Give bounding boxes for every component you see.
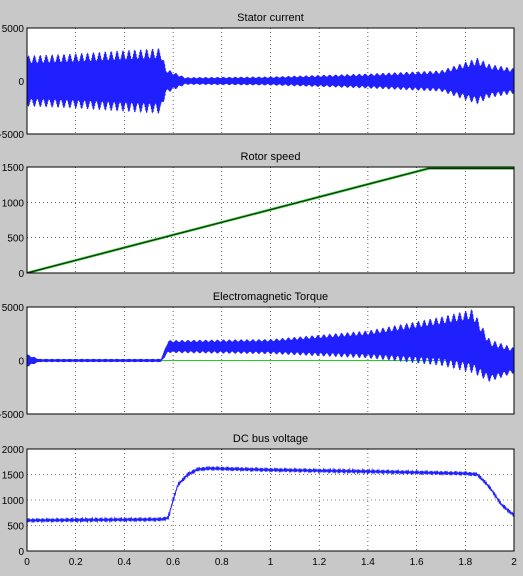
panel-title: Electromagnetic Torque bbox=[213, 291, 328, 303]
x-tick-label: 1.2 bbox=[312, 557, 326, 568]
x-tick-label: 1.4 bbox=[361, 557, 375, 568]
plot-area bbox=[26, 448, 515, 552]
plot-border bbox=[26, 306, 515, 415]
y-tick-label: 0 bbox=[18, 357, 24, 368]
y-tick-label: 500 bbox=[7, 522, 24, 533]
y-tick-label: 500 bbox=[7, 234, 24, 245]
series-line bbox=[27, 48, 514, 114]
y-tick-label: 5000 bbox=[2, 303, 25, 314]
series-line bbox=[27, 309, 514, 382]
y-tick-label: -5000 bbox=[0, 130, 24, 141]
scope-panel-2: Rotor speed 1500 1000 500 0 bbox=[2, 151, 515, 280]
y-tick-label: 1500 bbox=[2, 471, 25, 482]
y-tick-label: 0 bbox=[18, 269, 24, 280]
scope-panel-1: Stator current 5000 0 -5000 bbox=[0, 12, 515, 141]
x-tick-label: 1.8 bbox=[458, 557, 472, 568]
plot-border bbox=[26, 448, 515, 552]
y-tick-label: -5000 bbox=[0, 410, 24, 421]
scope-panel-3: Electromagnetic Torque 5000 0 -5000 bbox=[0, 291, 515, 421]
y-tick-label: 1000 bbox=[2, 496, 25, 507]
x-tick-label: 0.8 bbox=[215, 557, 229, 568]
y-tick-label: 2000 bbox=[2, 445, 25, 456]
x-tick-label: 1 bbox=[268, 557, 274, 568]
y-tick-label: 1000 bbox=[2, 198, 25, 209]
plot-border bbox=[26, 27, 515, 135]
y-tick-label: 1500 bbox=[2, 163, 25, 174]
y-tick-label: 5000 bbox=[2, 24, 25, 35]
panel-title: DC bus voltage bbox=[233, 433, 308, 445]
x-tick-label: 1.6 bbox=[410, 557, 424, 568]
x-tick-label: 0.2 bbox=[69, 557, 83, 568]
series-line bbox=[27, 465, 514, 524]
series-line bbox=[27, 167, 514, 273]
panel-title: Stator current bbox=[237, 12, 304, 24]
x-tick-label: 0 bbox=[24, 557, 30, 568]
y-tick-label: 0 bbox=[18, 547, 24, 558]
plot-border bbox=[26, 166, 515, 274]
x-tick-label: 2 bbox=[511, 557, 517, 568]
panel-title: Rotor speed bbox=[241, 151, 301, 163]
x-tick-label: 0.6 bbox=[166, 557, 180, 568]
y-tick-label: 0 bbox=[18, 77, 24, 88]
x-tick-label: 0.4 bbox=[117, 557, 131, 568]
scope-panel-4: DC bus voltage 2000 1500 1000 500 00 0.2 0.4 0.6… bbox=[2, 433, 517, 568]
